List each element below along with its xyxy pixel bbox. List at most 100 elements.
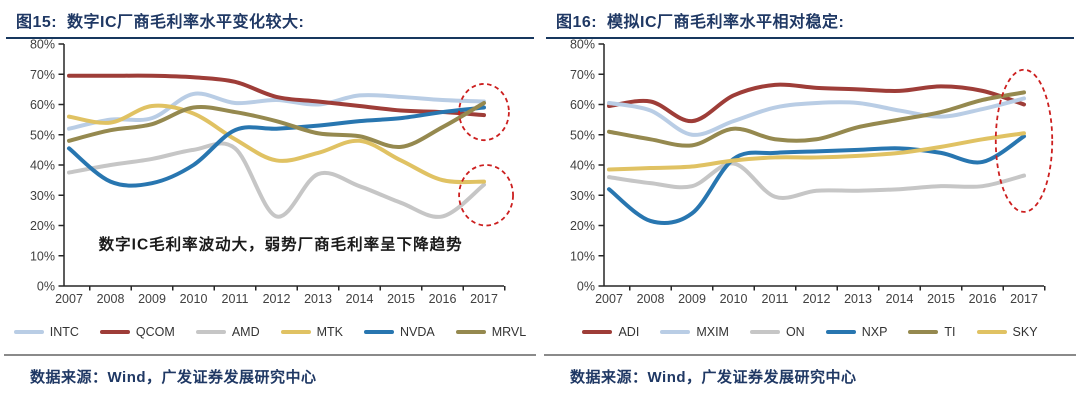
source-divider: [4, 354, 536, 356]
highlight-ellipse: [458, 164, 514, 227]
x-tick-label: 2011: [762, 292, 789, 306]
legend-item-AMD: AMD: [195, 325, 260, 339]
source-divider: [544, 354, 1076, 356]
x-tick-label: 2014: [886, 292, 914, 306]
series-line-NVDA: [67, 105, 486, 188]
x-tick-label: 2017: [1010, 292, 1038, 306]
y-tick-label: 70%: [30, 68, 55, 82]
x-tick-label: 2008: [97, 292, 125, 306]
series-line-INTC: [67, 91, 486, 131]
legend-label-ON: ON: [785, 325, 805, 339]
y-tick-label: 80%: [30, 39, 55, 52]
chart-title-fig16: 图16: 模拟IC厂商毛利率水平相对稳定:: [546, 0, 1074, 39]
analog-ic-line-chart: 0% 10% 20% 30% 40% 50% 60% 70% 80% 2007 2008 2009 20…: [570, 39, 1054, 306]
x-tick-label: 2008: [637, 292, 665, 306]
y-tick-label: 50%: [570, 128, 595, 142]
highlight-ellipse: [458, 83, 510, 142]
series-line-TI: [607, 90, 1026, 148]
x-tick-label: 2007: [595, 292, 623, 306]
x-tick-label: 2011: [222, 292, 249, 306]
y-tick-label: 80%: [570, 39, 595, 52]
legend-swatch-NVDA: [363, 330, 394, 334]
chart-panel-analog-ic: 图16: 模拟IC厂商毛利率水平相对稳定: 0% 10% 20% 30% 40% 50% 6…: [540, 0, 1080, 409]
legend-swatch-AMD: [195, 330, 226, 334]
legend-label-SKY: SKY: [1012, 325, 1038, 339]
legend-label-ADI: ADI: [618, 325, 640, 339]
legend-label-MTK: MTK: [316, 325, 343, 339]
x-tick-label: 2017: [470, 292, 498, 306]
source-note: 数据来源：Wind，广发证券发展研究中心: [30, 369, 317, 386]
legend-item-SKY: SKY: [976, 325, 1038, 339]
legend-label-MXIM: MXIM: [696, 325, 729, 339]
legend-swatch-ON: [749, 330, 780, 334]
y-tick-label: 60%: [30, 98, 55, 112]
legend-label-QCOM: QCOM: [135, 325, 175, 339]
x-tick-label: 2012: [803, 292, 831, 306]
series-line-MXIM: [607, 96, 1026, 137]
legend-swatch-MRVL: [455, 330, 486, 334]
legend-label-NVDA: NVDA: [399, 325, 435, 339]
legend-label-MRVL: MRVL: [491, 325, 527, 339]
legend-swatch-MTK: [280, 330, 311, 334]
legend-item-INTC: INTC: [13, 325, 79, 339]
chart-title-fig15: 图15: 数字IC厂商毛利率水平变化较大:: [6, 0, 534, 39]
legend-item-TI: TI: [908, 325, 956, 339]
y-tick-label: 60%: [570, 98, 595, 112]
series-line-QCOM: [67, 73, 486, 118]
x-tick-label: 2010: [720, 292, 748, 306]
source-note: 数据来源：Wind，广发证券发展研究中心: [570, 369, 857, 386]
y-tick-label: 20%: [570, 219, 595, 233]
legend-label-AMD: AMD: [231, 325, 260, 339]
legend-swatch-SKY: [976, 330, 1007, 334]
x-tick-label: 2009: [678, 292, 706, 306]
series-line-MTK: [67, 103, 486, 185]
series-line-AMD: [67, 141, 486, 219]
series-line-ADI: [607, 82, 1026, 124]
legend-swatch-NXP: [825, 330, 856, 334]
x-tick-label: 2015: [927, 292, 955, 306]
x-tick-label: 2016: [429, 292, 457, 306]
y-tick-label: 0%: [577, 280, 595, 294]
x-tick-label: 2007: [55, 292, 83, 306]
x-tick-label: 2014: [346, 292, 374, 306]
chart-legend-fig16: ADI MXIM ON NXP TI SKY: [542, 323, 1078, 341]
legend-swatch-ADI: [582, 330, 613, 334]
y-tick-label: 20%: [30, 219, 55, 233]
chart-legend-fig15: INTC QCOM AMD MTK NVDA MRVL: [2, 323, 538, 341]
y-tick-label: 70%: [570, 68, 595, 82]
x-tick-label: 2012: [263, 292, 291, 306]
legend-item-NVDA: NVDA: [363, 325, 435, 339]
x-tick-label: 2010: [180, 292, 208, 306]
legend-label-NXP: NXP: [861, 325, 888, 339]
y-tick-label: 30%: [30, 189, 55, 203]
x-tick-label: 2013: [304, 292, 332, 306]
legend-item-MRVL: MRVL: [455, 325, 527, 339]
legend-item-ON: ON: [749, 325, 805, 339]
x-tick-label: 2009: [138, 292, 166, 306]
series-line-MRVL: [67, 100, 486, 149]
legend-item-QCOM: QCOM: [99, 325, 175, 339]
series-line-ON: [607, 161, 1026, 200]
y-tick-label: 10%: [570, 249, 595, 263]
legend-swatch-QCOM: [99, 330, 130, 334]
y-tick-label: 0%: [37, 280, 55, 294]
series-line-SKY: [607, 131, 1026, 172]
x-tick-label: 2013: [844, 292, 872, 306]
series-line-NXP: [607, 134, 1026, 226]
x-tick-label: 2016: [969, 292, 997, 306]
digital-ic-line-chart: 0% 10% 20% 30% 40% 50% 60% 70% 80% 2007 2008 2009 20…: [30, 39, 514, 306]
legend-label-INTC: INTC: [49, 325, 79, 339]
legend-item-MTK: MTK: [280, 325, 343, 339]
legend-label-TI: TI: [944, 325, 956, 339]
legend-swatch-MXIM: [660, 330, 691, 334]
x-tick-label: 2015: [387, 292, 415, 306]
chart-annotation: 数字IC毛利率波动大，弱势厂商毛利率呈下降趋势: [99, 235, 463, 254]
chart-panel-digital-ic: 图15: 数字IC厂商毛利率水平变化较大: 0% 10% 20% 30% 40% 50% 6…: [2, 0, 538, 386]
highlight-ellipse: [994, 68, 1054, 213]
legend-item-ADI: ADI: [582, 325, 639, 339]
y-tick-label: 40%: [30, 159, 55, 173]
y-tick-label: 40%: [570, 159, 595, 173]
legend-swatch-INTC: [13, 330, 44, 334]
legend-item-MXIM: MXIM: [660, 325, 729, 339]
